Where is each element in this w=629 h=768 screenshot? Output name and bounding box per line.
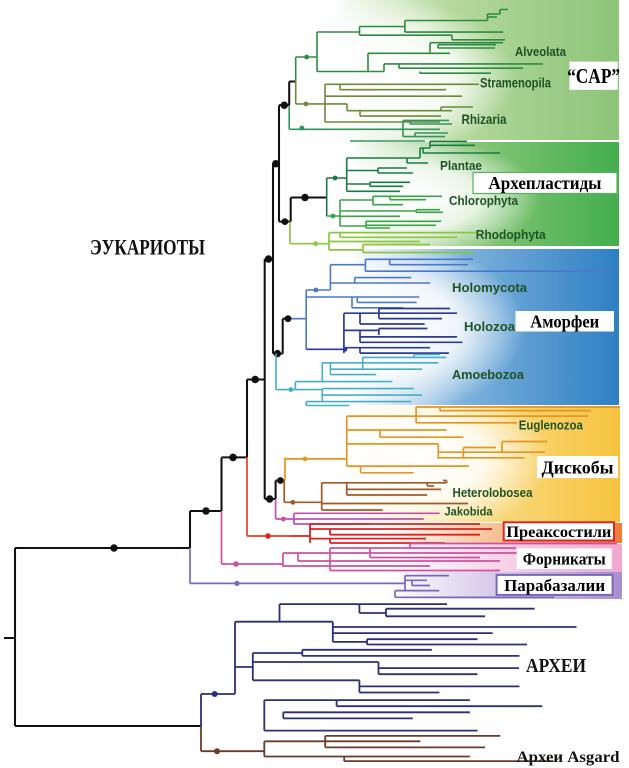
- svg-text:Преаксостили: Преаксостили: [506, 524, 611, 541]
- svg-text:Holozoa: Holozoa: [464, 319, 516, 334]
- svg-text:Дискобы: Дискобы: [542, 457, 614, 477]
- svg-text:Chlorophyta: Chlorophyta: [449, 193, 519, 208]
- svg-text:Rhizaria: Rhizaria: [462, 111, 507, 127]
- svg-text:Holomycota: Holomycota: [452, 280, 528, 295]
- svg-text:Rhodophyta: Rhodophyta: [476, 227, 547, 242]
- svg-text:Архепластиды: Архепластиды: [489, 173, 602, 193]
- svg-text:Stramenopila: Stramenopila: [480, 75, 551, 91]
- svg-text:АРХЕИ: АРХЕИ: [526, 655, 586, 677]
- svg-text:“CAP”: “CAP”: [567, 64, 620, 88]
- svg-text:Amoebozoa: Amoebozoa: [452, 367, 525, 382]
- svg-text:Аморфеи: Аморфеи: [530, 311, 599, 331]
- svg-text:Heterolobosea: Heterolobosea: [453, 485, 534, 500]
- svg-text:Jakobida: Jakobida: [445, 505, 493, 519]
- svg-text:Plantae: Plantae: [440, 159, 482, 173]
- svg-text:Археи Asgard: Археи Asgard: [517, 749, 620, 766]
- svg-text:Euglenozoa: Euglenozoa: [519, 418, 584, 433]
- svg-text:Alveolata: Alveolata: [515, 44, 567, 59]
- svg-text:Парабазалии: Парабазалии: [504, 576, 605, 595]
- svg-text:Форникаты: Форникаты: [523, 550, 606, 569]
- svg-text:ЭУКАРИОТЫ: ЭУКАРИОТЫ: [90, 235, 205, 260]
